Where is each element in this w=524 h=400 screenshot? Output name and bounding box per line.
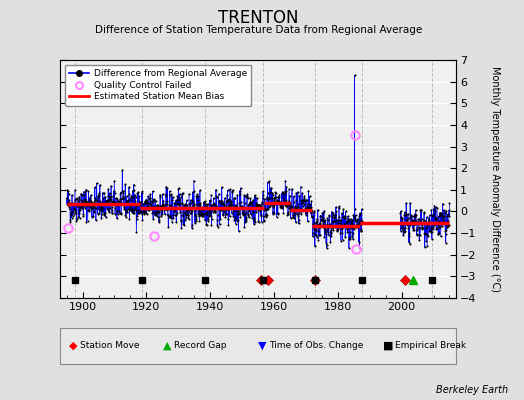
Text: Record Gap: Record Gap — [174, 342, 227, 350]
Text: ▲: ▲ — [163, 341, 172, 351]
Y-axis label: Monthly Temperature Anomaly Difference (°C): Monthly Temperature Anomaly Difference (… — [490, 66, 500, 292]
Text: Station Move: Station Move — [80, 342, 140, 350]
Text: Difference of Station Temperature Data from Regional Average: Difference of Station Temperature Data f… — [95, 25, 422, 35]
Text: ■: ■ — [383, 341, 393, 351]
Text: ◆: ◆ — [69, 341, 78, 351]
Text: Empirical Break: Empirical Break — [395, 342, 466, 350]
Text: Berkeley Earth: Berkeley Earth — [436, 385, 508, 395]
Text: ▼: ▼ — [258, 341, 266, 351]
Text: TRENTON: TRENTON — [218, 9, 299, 27]
Legend: Difference from Regional Average, Quality Control Failed, Estimated Station Mean: Difference from Regional Average, Qualit… — [65, 64, 252, 106]
Text: Time of Obs. Change: Time of Obs. Change — [269, 342, 363, 350]
